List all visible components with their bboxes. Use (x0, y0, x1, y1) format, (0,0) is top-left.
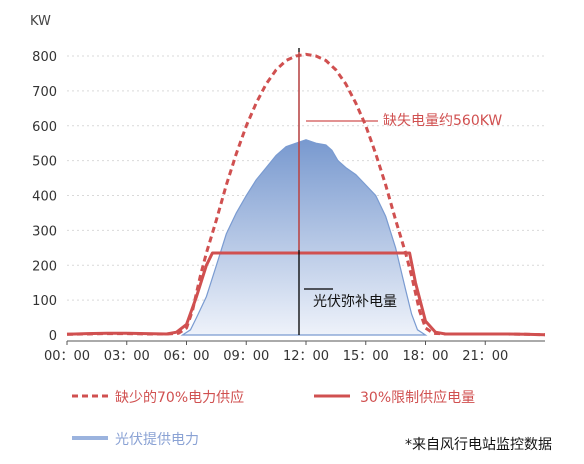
x-tick-label: 03：00 (104, 349, 150, 364)
annotations: 缺失电量约560KW 光伏弥补电量 (298, 48, 502, 335)
x-tick-label: 09：00 (223, 349, 269, 364)
y-tick-label: 600 (32, 120, 57, 135)
legend-label-missing: 缺少的70%电力供应 (115, 390, 245, 406)
missing-power-annotation: 缺失电量约560KW (383, 113, 502, 129)
legend-swatch-dashed (72, 394, 108, 398)
y-tick-label: 400 (32, 190, 57, 205)
pv-compensate-annotation: 光伏弥补电量 (313, 293, 397, 310)
limited-supply-line (66, 251, 546, 337)
pv-area-series (180, 139, 428, 336)
x-tick-label: 18：00 (402, 349, 448, 364)
x-tick-label: 00：00 (44, 349, 90, 364)
line-series (66, 52, 546, 337)
pv-area (180, 139, 428, 336)
legend-label-pv: 光伏提供电力 (115, 432, 199, 448)
missing-supply-line (66, 52, 546, 337)
y-tick-label: 0 (49, 329, 57, 344)
y-tick-label: 700 (32, 85, 57, 100)
x-tick-label: 15：00 (343, 349, 389, 364)
y-tick-label: 100 (32, 294, 57, 309)
x-tick-label: 21：00 (462, 349, 508, 364)
x-axis (66, 340, 545, 345)
y-tick-label: 200 (32, 259, 57, 274)
footnote: *来自风行电站监控数据 (405, 437, 552, 453)
legend-swatch-solid (314, 394, 350, 398)
x-tick-label: 06：00 (163, 349, 209, 364)
y-tick-label: 800 (32, 50, 57, 65)
y-tick-label: 300 (32, 224, 57, 239)
legend-swatch-area (72, 436, 108, 440)
legend-label-limited: 30%限制供应电量 (360, 390, 476, 406)
y-axis-unit: KW (30, 14, 51, 29)
x-tick-label: 12：00 (283, 349, 329, 364)
x-axis-ticks: 00：00 03：00 06：00 09：00 12：00 15：00 18：00 21：00 (44, 349, 508, 364)
y-tick-label: 500 (32, 155, 57, 170)
y-axis-ticks: 0 100 200 300 400 500 600 700 800 (32, 50, 57, 344)
